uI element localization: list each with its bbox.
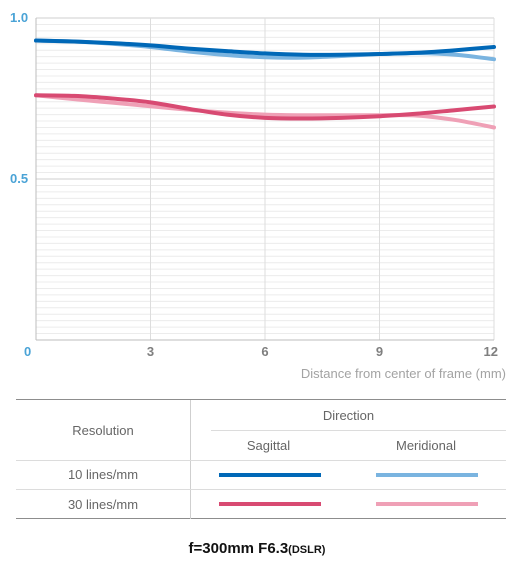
legend-sagittal-header: Sagittal <box>246 437 291 453</box>
legend-swatch-30-meridional <box>376 502 478 506</box>
chart-grid <box>35 17 495 341</box>
y-tick-labels: 0.5 1.0 <box>10 10 28 186</box>
legend-meridional-header: Meridional <box>396 437 456 453</box>
legend-resolution-header: Resolution <box>72 422 134 438</box>
legend-swatch-30-sagittal <box>219 502 321 506</box>
series-line-0 <box>34 38 496 57</box>
legend-row-10-label: 10 lines/mm <box>67 467 139 482</box>
legend-subheader-divider <box>211 430 506 431</box>
x-tick-label: 12 <box>484 344 498 359</box>
y-tick-label: 1.0 <box>10 10 28 25</box>
x-tick-label: 3 <box>147 344 154 359</box>
series-line-2 <box>34 93 496 121</box>
caption-main: f=300mm F6.3 <box>188 540 289 557</box>
legend-swatch-10-sagittal <box>219 473 321 477</box>
legend-swatch-10-meridional <box>376 473 478 477</box>
chart-caption: f=300mm F6.3(DSLR) <box>0 540 514 557</box>
legend-row-30-label: 30 lines/mm <box>67 496 139 512</box>
legend-row-divider <box>16 460 506 461</box>
x-tick-labels: 0 3 6 9 12 <box>24 344 498 359</box>
legend-table: Resolution Direction Sagittal Meridional… <box>16 399 506 519</box>
chart-series <box>34 38 496 130</box>
legend-direction-header: Direction <box>322 407 375 423</box>
x-tick-label: 0 <box>24 344 31 359</box>
legend-row-divider <box>16 489 506 490</box>
y-tick-label: 0.5 <box>10 171 28 186</box>
legend-divider <box>190 400 191 519</box>
caption-sub: (DSLR) <box>288 544 326 556</box>
mtf-chart: 0.5 1.0 0 3 6 9 12 Distance from center of fr… <box>10 10 506 381</box>
x-tick-label: 6 <box>261 344 268 359</box>
x-tick-label: 9 <box>376 344 383 359</box>
x-axis-label: Distance from center of frame (mm) <box>301 366 506 381</box>
